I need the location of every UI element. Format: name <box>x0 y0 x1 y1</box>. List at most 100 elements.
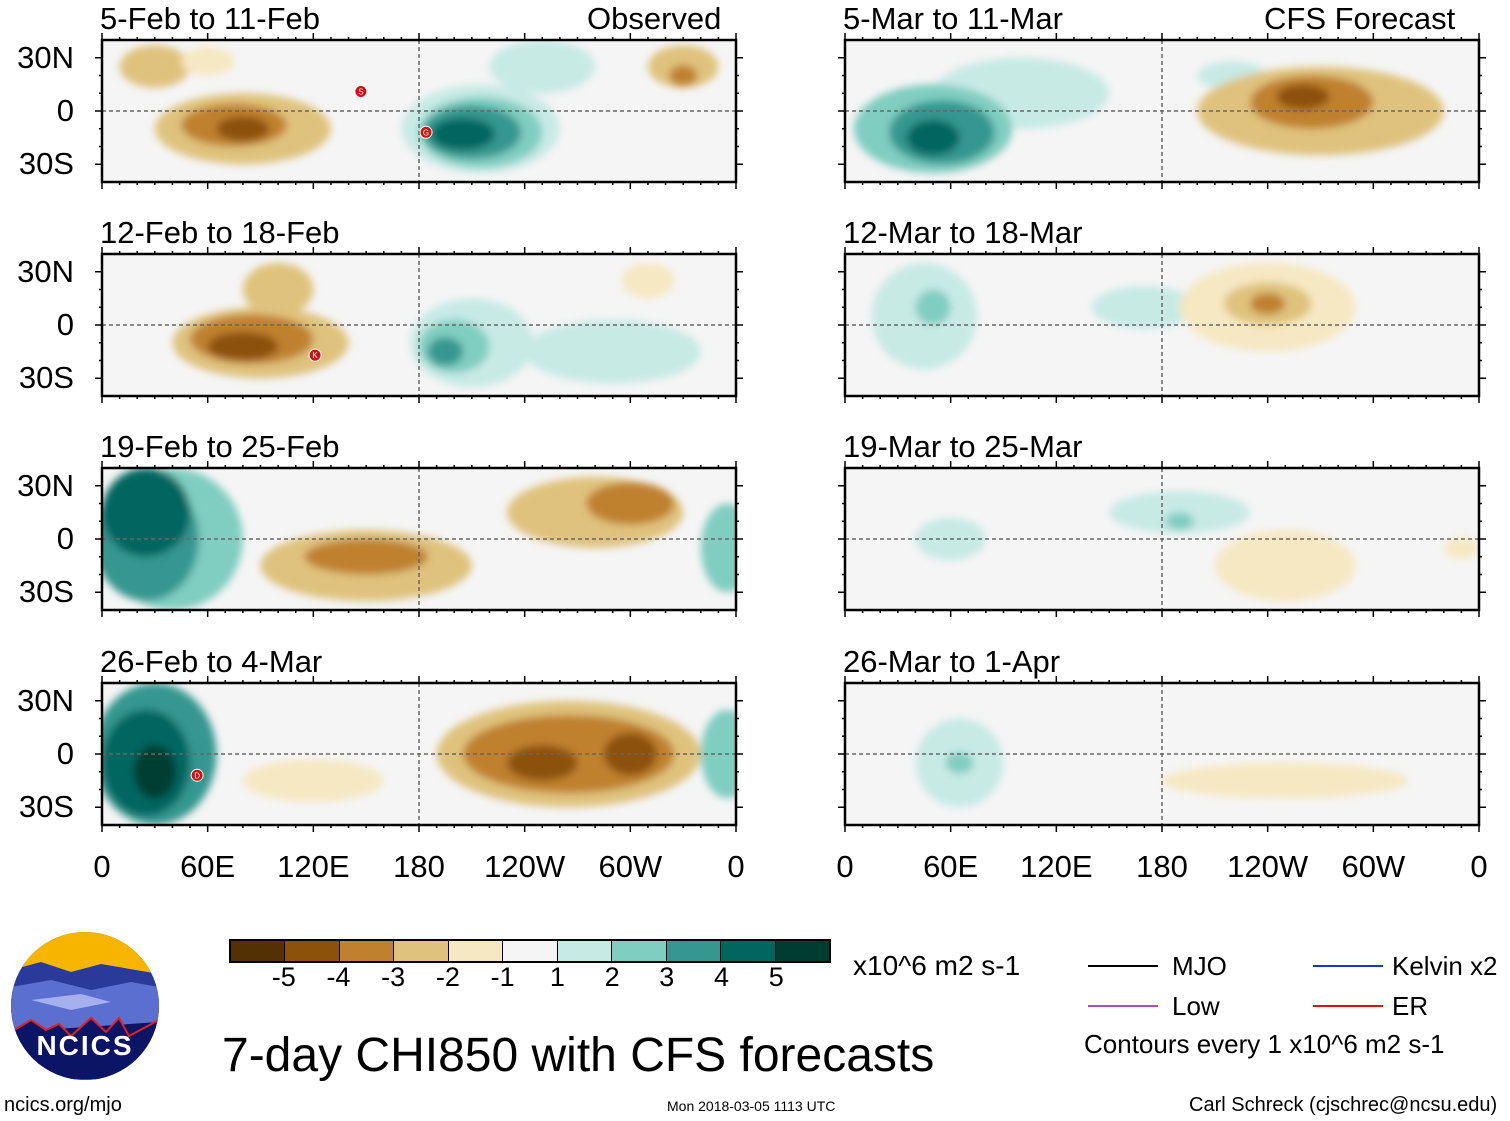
anomaly-region <box>119 45 191 88</box>
lon-tick-label: 0 <box>836 849 854 884</box>
panel-title: 26-Feb to 4-Mar <box>100 644 323 679</box>
lon-tick-label: 60W <box>1341 849 1406 884</box>
map-panel: K <box>95 247 743 403</box>
panel-title: 5-Mar to 11-Mar <box>843 1 1063 36</box>
svg-text:S: S <box>358 87 363 96</box>
timestamp: Mon 2018-03-05 1113 UTC <box>667 1098 836 1114</box>
panel-title: 12-Mar to 18-Mar <box>843 215 1083 250</box>
lat-tick-label: 30S <box>18 360 74 396</box>
lat-tick-label: 30S <box>18 146 74 182</box>
lon-tick-label: 0 <box>93 849 111 884</box>
lat-tick-label: 30N <box>17 467 74 503</box>
colorbar-swatch <box>775 941 829 961</box>
mjo-legend-line <box>1088 965 1158 967</box>
storm-marker: S <box>354 84 368 98</box>
anomaly-region <box>1162 762 1409 799</box>
anomaly-region <box>242 759 384 802</box>
map-panel: D <box>95 676 743 832</box>
colorbar-units: x10^6 m2 s-1 <box>853 950 1021 981</box>
anomaly-region <box>431 118 495 151</box>
logo-text: NCICS <box>36 1030 134 1061</box>
map-panel <box>95 461 743 617</box>
colorbar-label: 5 <box>768 962 784 992</box>
colorbar-label: -4 <box>326 962 351 992</box>
lat-tick-label: 0 <box>56 307 74 342</box>
colorbar-label: 3 <box>659 962 675 992</box>
map-panel: SG <box>95 33 743 189</box>
lat-tick-label: 30S <box>18 789 74 825</box>
anomaly-region <box>1091 285 1198 329</box>
storm-marker: G <box>419 125 433 139</box>
panel-title: 19-Mar to 25-Mar <box>843 429 1083 464</box>
panel-title: 12-Feb to 18-Feb <box>100 215 340 250</box>
ncics-logo: NCICS <box>11 932 159 1080</box>
lon-tick-label: 120E <box>277 849 350 884</box>
lat-tick-label: 30N <box>17 682 74 718</box>
lat-tick-label: 0 <box>56 736 74 771</box>
colorbar-swatch <box>666 941 722 961</box>
kelvin-legend-line <box>1313 965 1383 967</box>
colorbar-swatch <box>721 941 776 961</box>
anomaly-region <box>133 745 176 799</box>
anomaly-region <box>1443 537 1479 559</box>
anomaly-region <box>242 262 314 317</box>
lon-tick-label: 60E <box>180 849 236 884</box>
map-panel <box>838 33 1486 189</box>
low-legend-label: Low <box>1172 991 1220 1021</box>
anomaly-region <box>216 116 270 142</box>
anomaly-region <box>427 337 464 366</box>
colorbar-label: -2 <box>435 962 460 992</box>
map-panel <box>838 461 1486 617</box>
mjo-legend-label: MJO <box>1172 951 1227 981</box>
colorbar-swatch <box>503 941 558 961</box>
anomaly-region <box>915 289 951 325</box>
website-link[interactable]: ncics.org/mjo <box>4 1094 122 1116</box>
svg-text:K: K <box>312 351 318 360</box>
anomaly-region <box>207 332 279 361</box>
anomaly-region <box>906 119 960 156</box>
anomaly-region <box>945 752 974 774</box>
map-panel <box>838 247 1486 403</box>
lat-tick-label: 30S <box>18 574 74 610</box>
storm-marker: K <box>308 348 322 362</box>
lat-tick-label: 30N <box>17 253 74 289</box>
anomaly-region <box>102 468 191 557</box>
lon-tick-label: 180 <box>393 849 445 884</box>
lon-tick-label: 0 <box>1470 849 1488 884</box>
anomaly-region <box>586 482 675 525</box>
panel-title: 19-Feb to 25-Feb <box>100 429 340 464</box>
colorbar-swatch <box>339 941 395 961</box>
lon-tick-label: 120E <box>1020 849 1093 884</box>
anomaly-region <box>304 539 428 575</box>
low-legend-line <box>1088 1005 1158 1007</box>
anomaly-region <box>621 262 675 299</box>
colorbar-label: -3 <box>381 962 406 992</box>
anomaly-region <box>489 40 596 94</box>
colorbar-swatch <box>285 941 340 961</box>
er-legend-line <box>1313 1005 1383 1007</box>
colorbar-label: -5 <box>271 962 296 992</box>
colorbar-label: 2 <box>604 962 620 992</box>
anomaly-region <box>507 745 578 781</box>
lon-tick-label: 60W <box>598 849 663 884</box>
forecast-label: CFS Forecast <box>1264 1 1456 36</box>
anomaly-region <box>1109 491 1251 534</box>
colorbar-label: 4 <box>714 962 730 992</box>
colorbar-swatch <box>448 941 504 961</box>
anomaly-region <box>181 47 235 76</box>
observed-label: Observed <box>587 1 722 36</box>
colorbar-swatch <box>394 941 449 961</box>
author-credit: Carl Schreck (cjschrec@ncsu.edu) <box>1189 1094 1498 1116</box>
figure-title: 7-day CHI850 with CFS forecasts <box>222 1029 935 1082</box>
anomaly-region <box>1165 512 1194 531</box>
panel-title: 5-Feb to 11-Feb <box>100 1 320 36</box>
map-panel <box>838 676 1486 832</box>
storm-marker: D <box>190 768 204 782</box>
lon-tick-label: 180 <box>1136 849 1188 884</box>
kelvin-legend-label: Kelvin x2 <box>1392 951 1498 981</box>
lon-tick-label: 60E <box>923 849 979 884</box>
anomaly-region <box>1214 530 1356 602</box>
svg-text:D: D <box>194 771 200 780</box>
colorbar-label: -1 <box>490 962 515 992</box>
anomaly-region <box>1276 84 1330 110</box>
